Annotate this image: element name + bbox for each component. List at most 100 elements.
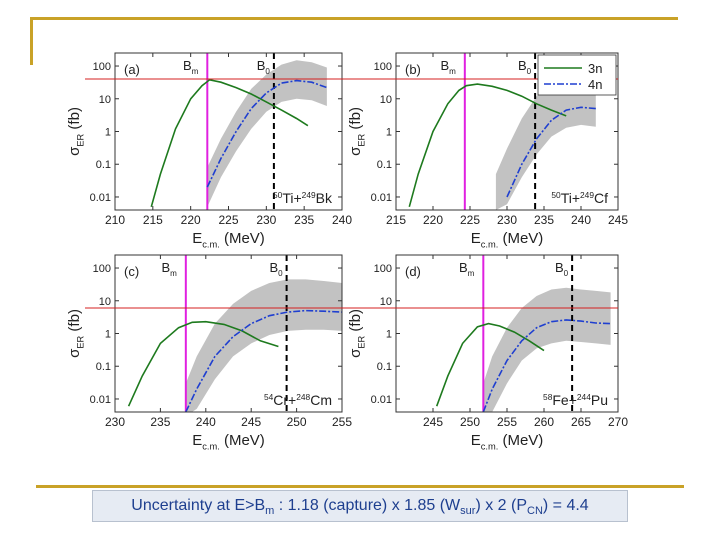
frame-bottom-rule xyxy=(36,485,684,488)
x-tick-label: 255 xyxy=(497,415,517,429)
panel-d: 245 250 255 260 265 270 0.01 0.1 1 10 100 (d) Bm B0 58… xyxy=(347,254,628,452)
y-tick-label: 100 xyxy=(374,263,392,275)
x-tick-label: 215 xyxy=(143,213,163,227)
y-tick-label: 10 xyxy=(380,296,392,308)
panel-a: 210 215 220 225 230 235 240 0.01 0.1 1 10 100 (a) Bm B… xyxy=(66,52,352,250)
series-line-3n xyxy=(127,320,279,407)
caption-sub-1: m xyxy=(265,505,275,518)
series-line-3n xyxy=(408,83,567,208)
panel-label: (a) xyxy=(124,62,140,77)
x-tick-label: 220 xyxy=(423,213,443,227)
b0-label: B0 xyxy=(269,260,283,278)
x-tick-label: 215 xyxy=(386,213,406,227)
x-tick-label: 240 xyxy=(571,213,591,227)
y-tick-label: 100 xyxy=(93,61,111,73)
y-tick-label: 100 xyxy=(374,61,392,73)
y-axis-title: σER (fb) xyxy=(347,107,367,156)
y-tick-label: 1 xyxy=(386,329,392,341)
series-line-4n xyxy=(206,79,328,188)
y-tick-label: 0.01 xyxy=(371,394,392,406)
y-tick-label: 0.1 xyxy=(377,361,392,373)
legend-box xyxy=(537,54,617,96)
x-tick-label: 220 xyxy=(181,213,201,227)
x-tick-label: 250 xyxy=(460,415,480,429)
y-axis-title: σER (fb) xyxy=(347,309,367,358)
reaction-label: 50Ti+249Cf xyxy=(551,190,608,206)
x-tick-label: 235 xyxy=(150,415,170,429)
x-tick-label: 265 xyxy=(571,415,591,429)
x-tick-label: 235 xyxy=(294,213,314,227)
caption-part-2: : 1.18 (capture) x 1.85 (W xyxy=(274,497,461,514)
y-axis-title: σER (fb) xyxy=(66,107,86,156)
caption-part-3: ) x 2 (P xyxy=(475,497,527,514)
x-tick-label: 245 xyxy=(241,415,261,429)
x-tick-label: 225 xyxy=(460,213,480,227)
uncertainty-band xyxy=(495,77,596,210)
y-tick-label: 0.1 xyxy=(96,361,111,373)
x-tick-label: 225 xyxy=(218,213,238,227)
y-tick-label: 1 xyxy=(105,329,111,341)
series-line-4n xyxy=(482,319,611,412)
caption-sub-2: sur xyxy=(460,505,476,518)
x-tick-label: 245 xyxy=(423,415,443,429)
y-tick-label: 0.1 xyxy=(96,159,111,171)
series-line-4n xyxy=(506,106,596,198)
bm-label: Bm xyxy=(440,58,456,76)
x-tick-label: 230 xyxy=(105,415,125,429)
y-tick-label: 10 xyxy=(99,296,111,308)
frame-left-rule xyxy=(30,17,33,65)
panel-label: (d) xyxy=(405,264,421,279)
y-tick-label: 10 xyxy=(99,94,111,106)
x-tick-label: 235 xyxy=(534,213,554,227)
y-axis-title: σER (fb) xyxy=(66,309,86,358)
series-line-4n xyxy=(185,309,342,412)
x-tick-label: 230 xyxy=(497,213,517,227)
panel-c: 230 235 240 245 250 255 0.01 0.1 1 10 100 (c) Bm B0 54… xyxy=(66,254,352,452)
x-tick-label: 240 xyxy=(196,415,216,429)
legend-label-3n: 3n xyxy=(588,61,602,76)
x-tick-label: 270 xyxy=(608,415,628,429)
x-axis-title: Ec.m. (MeV) xyxy=(192,432,265,452)
uncertainty-band xyxy=(207,60,327,207)
caption-part-1: Uncertainty at E>B xyxy=(131,497,266,514)
y-tick-label: 0.01 xyxy=(371,192,392,204)
b0-label: B0 xyxy=(555,260,569,278)
reaction-label: 54Cr+248Cm xyxy=(264,392,332,408)
panel-label: (b) xyxy=(405,62,421,77)
x-axis-title: Ec.m. (MeV) xyxy=(471,432,544,452)
y-tick-label: 1 xyxy=(105,127,111,139)
plot-area xyxy=(435,255,611,412)
y-tick-label: 10 xyxy=(380,94,392,106)
b0-label: B0 xyxy=(257,58,271,76)
x-axis-title: Ec.m. (MeV) xyxy=(192,230,265,250)
b0-label: B0 xyxy=(518,58,532,76)
cross-section-plots: 210 215 220 225 230 235 240 0.01 0.1 1 10 100 (a) Bm B… xyxy=(66,52,628,452)
reaction-label: 58Fe+244Pu xyxy=(543,392,608,408)
x-tick-label: 230 xyxy=(256,213,276,227)
bm-label: Bm xyxy=(161,260,177,278)
uncertainty-caption: Uncertainty at E>Bm : 1.18 (capture) x 1… xyxy=(92,490,628,522)
series-line-3n xyxy=(150,78,309,208)
bm-label: Bm xyxy=(183,58,199,76)
x-tick-label: 210 xyxy=(105,213,125,227)
plot-area xyxy=(127,255,342,412)
bm-label: Bm xyxy=(459,260,475,278)
frame-top-rule xyxy=(30,17,678,20)
reaction-label: 50Ti+249Bk xyxy=(273,190,333,206)
y-tick-label: 100 xyxy=(93,263,111,275)
y-tick-label: 0.01 xyxy=(90,192,111,204)
y-tick-label: 0.01 xyxy=(90,394,111,406)
caption-part-4: ) = 4.4 xyxy=(542,497,589,514)
legend-label-4n: 4n xyxy=(588,77,602,92)
series-line-3n xyxy=(435,322,545,407)
panel-label: (c) xyxy=(124,264,139,279)
caption-sub-3: CN xyxy=(527,505,543,518)
x-tick-label: 250 xyxy=(287,415,307,429)
uncertainty-band xyxy=(185,279,342,412)
x-axis-title: Ec.m. (MeV) xyxy=(471,230,544,250)
x-tick-label: 245 xyxy=(608,213,628,227)
y-tick-label: 1 xyxy=(386,127,392,139)
uncertainty-band xyxy=(483,287,611,412)
x-tick-label: 260 xyxy=(534,415,554,429)
